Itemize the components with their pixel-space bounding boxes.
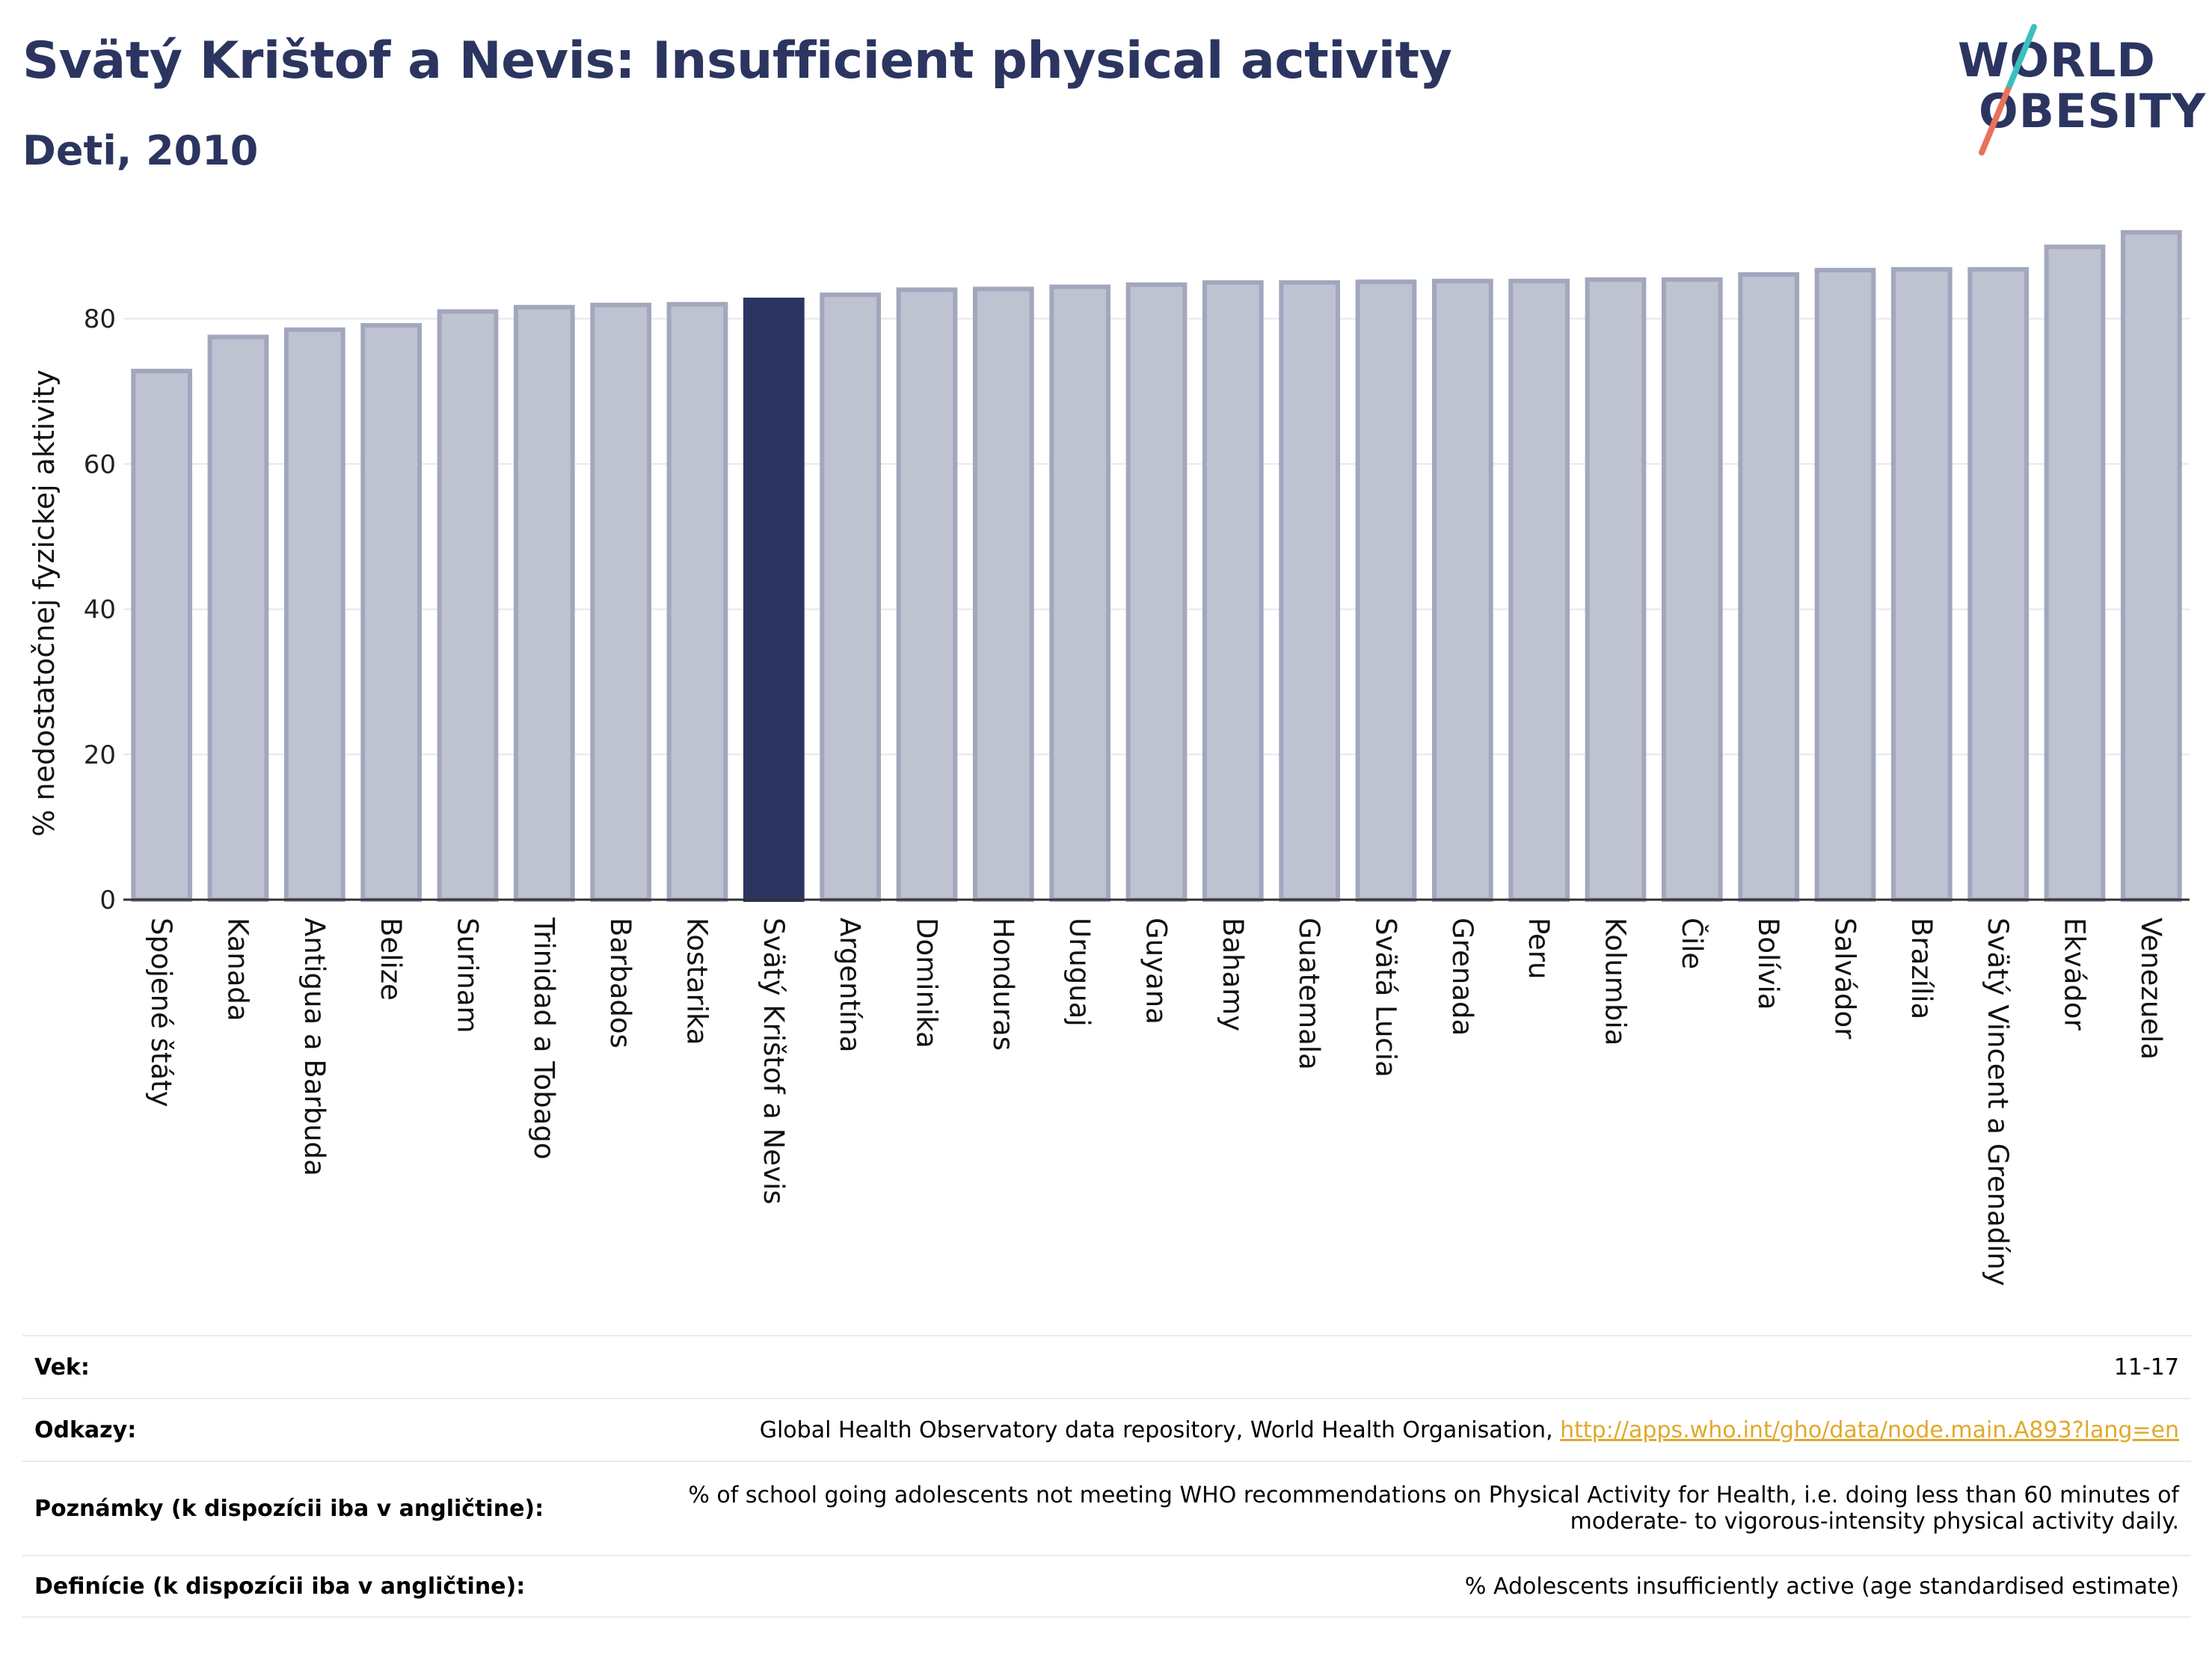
x-tick-label: Brazília: [1905, 918, 1938, 1019]
x-tick-label: Dominika: [911, 918, 943, 1048]
x-tick-label: Venezuela: [2135, 918, 2167, 1060]
x-tick-label: Guyana: [1140, 918, 1173, 1025]
bar[interactable]: [360, 322, 423, 902]
x-tick-label: Svätá Lucia: [1370, 918, 1402, 1078]
bar[interactable]: [1661, 277, 1723, 903]
x-tick-label: Bolívia: [1752, 918, 1784, 1010]
meta-references-label: Odkazy:: [34, 1416, 137, 1443]
meta-references-value: Global Health Observatory data repositor…: [760, 1417, 2179, 1443]
x-tick-label: Salvádor: [1829, 918, 1861, 1040]
y-axis-label: % nedostatočnej fyzickej aktivity: [28, 369, 61, 837]
meta-notes-value: % of school going adolescents not meetin…: [688, 1482, 2179, 1535]
meta-definitions-label: Definície (k dispozícii iba v angličtine…: [34, 1573, 526, 1600]
x-tick-label: Kanada: [222, 918, 254, 1022]
bar[interactable]: [743, 297, 805, 902]
meta-definitions-value: % Adolescents insufficiently active (age…: [1464, 1573, 2179, 1600]
y-tick-label: 0: [99, 885, 116, 915]
metadata-table: Vek: 11-17 Odkazy: Global Health Observa…: [22, 1335, 2191, 1618]
bar-chart: 0 20 40 60 80 % nedostatočnej fyzickej aktivi…: [28, 230, 2190, 1286]
x-tick-label: Barbados: [604, 918, 636, 1048]
y-tick-label: 20: [84, 740, 116, 770]
meta-row-definitions: Definície (k dispozícii iba v angličtine…: [22, 1555, 2191, 1618]
bar[interactable]: [1738, 271, 1800, 902]
chart-title: Svätý Krištof a Nevis: Insufficient phys…: [22, 31, 1452, 90]
bar[interactable]: [666, 301, 728, 902]
logo-line-2: OBESITY: [1979, 84, 2207, 138]
x-tick-label: Uruguaj: [1063, 918, 1096, 1027]
bar[interactable]: [437, 309, 499, 903]
x-tick-label: Čile: [1676, 918, 1709, 969]
bar[interactable]: [1279, 280, 1341, 902]
bar[interactable]: [283, 327, 345, 902]
bar[interactable]: [513, 304, 575, 902]
meta-row-age: Vek: 11-17: [22, 1335, 2191, 1398]
x-tick-label: Antigua a Barbuda: [298, 918, 331, 1176]
y-tick-label: 80: [84, 304, 116, 334]
x-tick-label: Argentína: [834, 918, 866, 1052]
bar[interactable]: [1508, 278, 1570, 902]
bar[interactable]: [1125, 282, 1188, 902]
x-tick-label: Kolumbia: [1600, 918, 1632, 1045]
bar[interactable]: [1814, 268, 1876, 902]
x-tick-label: Bahamy: [1217, 918, 1249, 1031]
bar[interactable]: [131, 369, 193, 902]
x-tick-label: Peru: [1523, 918, 1555, 979]
meta-notes-label: Poznámky (k dispozícii iba v angličtine)…: [34, 1495, 544, 1522]
meta-row-notes: Poznámky (k dispozícii iba v angličtine)…: [22, 1461, 2191, 1555]
bar[interactable]: [207, 334, 269, 902]
bar[interactable]: [820, 292, 882, 902]
bar[interactable]: [1585, 277, 1647, 903]
bar[interactable]: [1355, 279, 1417, 902]
x-tick-label: Belize: [375, 918, 407, 1001]
chart-subtitle: Deti, 2010: [22, 127, 259, 174]
x-tick-label: Guatemala: [1293, 918, 1325, 1070]
logo-slash-icon: [1979, 24, 2037, 156]
logo-line-1: WORLD: [1958, 33, 2156, 87]
bar[interactable]: [1202, 280, 1264, 902]
bar[interactable]: [2120, 230, 2182, 902]
x-tick-label: Grenada: [1446, 918, 1478, 1036]
x-tick-label: Svätý Vincent a Grenadíny: [1982, 918, 2014, 1286]
meta-row-references: Odkazy: Global Health Observatory data r…: [22, 1398, 2191, 1461]
meta-age-value: 11-17: [2113, 1354, 2179, 1381]
bar[interactable]: [1431, 278, 1493, 902]
bar[interactable]: [1890, 267, 1953, 902]
x-tick-label: Trinidad a Tobago: [528, 917, 560, 1159]
x-tick-label: Svätý Krištof a Nevis: [758, 918, 790, 1205]
y-tick-label: 60: [84, 449, 116, 479]
x-tick-label: Surinam: [452, 918, 484, 1034]
bar[interactable]: [1049, 284, 1111, 902]
bar[interactable]: [2044, 245, 2106, 903]
x-tick-label: Ekvádor: [2059, 918, 2091, 1031]
x-tick-label: Honduras: [987, 918, 1019, 1051]
meta-references-text: Global Health Observatory data repositor…: [759, 1416, 1561, 1443]
x-tick-label: Kostarika: [681, 918, 713, 1045]
meta-age-label: Vek:: [34, 1354, 90, 1381]
meta-references-link[interactable]: http://apps.who.int/gho/data/node.main.A…: [1560, 1416, 2179, 1443]
bar[interactable]: [590, 302, 652, 902]
x-tick-label: Spojené štáty: [145, 918, 177, 1108]
world-obesity-logo[interactable]: WORLD OBESITY: [1952, 22, 2205, 165]
bar[interactable]: [896, 287, 958, 902]
bar[interactable]: [1967, 267, 2030, 902]
y-tick-label: 40: [84, 595, 116, 625]
bar[interactable]: [972, 286, 1034, 902]
